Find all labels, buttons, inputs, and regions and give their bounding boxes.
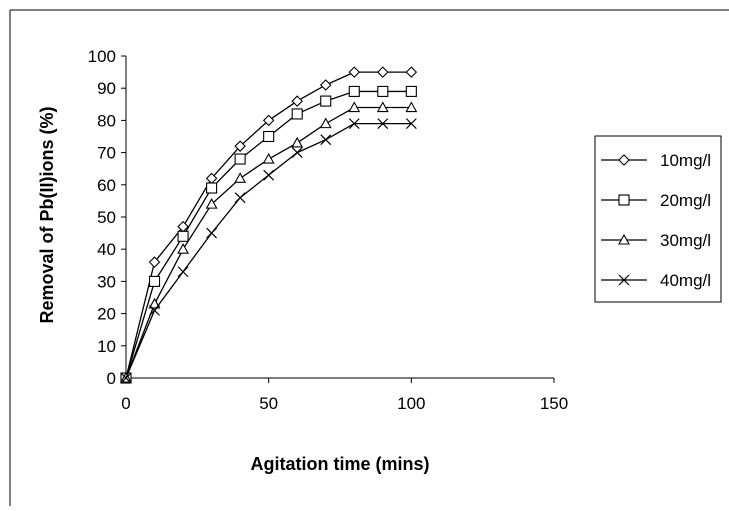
data-point-40mgl [291, 147, 303, 159]
tick-labels: 0 10 20 30 40 50 60 70 80 90 100 0 50 100 150 [88, 47, 569, 413]
data-point-20mgl [206, 182, 218, 194]
y-tick-label: 30 [97, 272, 116, 291]
x-axis-title: Agitation time (mins) [251, 454, 430, 474]
x-tick-label: 150 [540, 394, 568, 413]
y-tick-label: 60 [97, 176, 116, 195]
data-point-10mgl [291, 95, 303, 107]
data-point-20mgl [405, 85, 417, 97]
marker-stroke [377, 118, 389, 130]
data-point-40mgl [206, 227, 218, 239]
data-point-10mgl [148, 256, 161, 268]
series-20mgl [120, 85, 417, 384]
y-tick-label: 20 [97, 305, 116, 324]
data-point-20mgl [177, 230, 189, 242]
legend-item-10mgl: 10mg/l [601, 151, 711, 170]
y-tick-label: 50 [97, 208, 116, 227]
y-tick-label: 0 [107, 369, 116, 388]
data-point-40mgl [405, 118, 417, 130]
legend-box [594, 135, 722, 303]
legend-marker [618, 194, 630, 206]
data-point-10mgl [262, 114, 275, 127]
y-tick-label: 100 [88, 47, 116, 66]
data-point-20mgl [291, 108, 303, 120]
marker-stroke [177, 266, 189, 278]
series-layer [120, 66, 418, 384]
data-point-20mgl [377, 85, 389, 97]
data-point-30mgl [291, 136, 304, 148]
marker-stroke [206, 227, 218, 239]
data-point-20mgl [234, 153, 246, 165]
legend-label: 30mg/l [660, 231, 711, 250]
data-point-40mgl [120, 372, 132, 384]
marker-stroke [263, 169, 275, 181]
x-tick-label: 100 [397, 394, 425, 413]
marker-stroke [405, 118, 417, 130]
series-line-30mgl [125, 106, 412, 379]
y-tick-label: 10 [97, 337, 116, 356]
data-point-30mgl [376, 101, 389, 113]
series-40mgl [120, 118, 417, 384]
data-point-10mgl [377, 66, 389, 78]
data-point-30mgl [262, 152, 275, 164]
data-point-30mgl [348, 101, 361, 113]
data-point-20mgl [263, 130, 275, 143]
data-point-20mgl [348, 85, 360, 97]
legend-item-30mgl: 30mg/l [601, 231, 711, 250]
marker-stroke [348, 118, 360, 130]
data-point-40mgl [149, 304, 160, 316]
marker-stroke [120, 372, 132, 384]
data-point-30mgl [205, 197, 218, 209]
y-axis-title: Removal of Pb(II)ions (%) [37, 106, 57, 323]
data-point-20mgl [320, 95, 332, 107]
legend-label: 20mg/l [660, 191, 711, 210]
data-point-40mgl [263, 169, 275, 181]
marker-stroke [291, 147, 303, 159]
marker-stroke [234, 192, 246, 204]
axes [121, 55, 555, 383]
y-tick-label: 90 [97, 79, 116, 98]
series-30mgl [120, 101, 418, 383]
data-point-40mgl [320, 134, 332, 146]
legend-label: 40mg/l [660, 271, 711, 290]
legend-label: 10mg/l [660, 151, 711, 170]
data-point-10mgl [405, 66, 418, 78]
data-point-10mgl [234, 140, 246, 152]
data-point-30mgl [319, 117, 332, 129]
data-point-30mgl [234, 172, 247, 183]
x-tick-label: 50 [259, 394, 278, 413]
data-point-40mgl [377, 118, 389, 130]
series-10mgl [120, 66, 418, 384]
marker-stroke [149, 304, 160, 316]
legend-item-40mgl: 40mg/l [601, 271, 711, 290]
legend-item-20mgl: 20mg/l [601, 191, 711, 210]
y-tick-label: 70 [97, 144, 116, 163]
marker-stroke [320, 134, 332, 146]
legend-marker [618, 233, 630, 245]
x-tick-label: 0 [121, 394, 130, 413]
data-point-10mgl [319, 79, 332, 91]
data-point-40mgl [348, 118, 360, 130]
y-tick-label: 80 [97, 111, 116, 130]
data-point-40mgl [234, 192, 246, 204]
legend-marker [618, 154, 630, 166]
legend-marker [618, 274, 630, 286]
data-point-30mgl [177, 243, 190, 254]
data-point-40mgl [177, 266, 189, 278]
data-point-30mgl [148, 297, 161, 309]
legend: 10mg/l 20mg/l 30mg/l 40mg/l [594, 135, 722, 303]
data-point-20mgl [148, 275, 161, 287]
y-tick-label: 40 [97, 240, 116, 259]
data-point-30mgl [405, 101, 418, 113]
data-point-10mgl [348, 66, 361, 78]
marker-stroke [618, 274, 630, 286]
